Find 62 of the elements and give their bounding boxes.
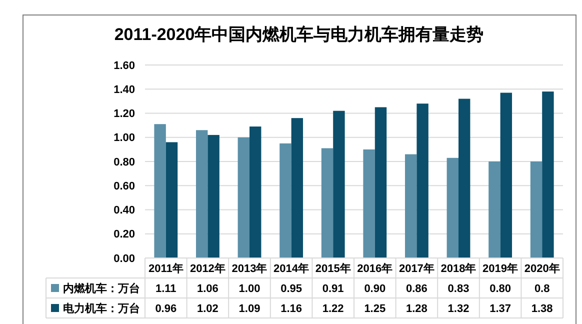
data-label: 1.06: [196, 282, 218, 295]
bar: [458, 98, 470, 258]
bar: [280, 143, 292, 258]
text: 1.20: [114, 108, 135, 120]
text: 1.40: [114, 84, 135, 96]
text: 0.60: [114, 180, 135, 192]
data-label: 1.00: [238, 282, 260, 295]
data-label: 0.96: [155, 302, 177, 315]
text: 0.80: [114, 156, 135, 168]
data-label: 0.90: [364, 282, 386, 295]
data-label: 0.83: [448, 282, 470, 295]
data-label: 1.16: [280, 302, 302, 315]
bar: [291, 118, 304, 258]
x-tick-label: 2015年: [315, 262, 351, 275]
data-label: 1.02: [196, 302, 218, 315]
text: 1.00: [114, 132, 135, 144]
x-tick-label: 2014年: [274, 262, 310, 275]
x-tick-label: 2019年: [482, 262, 518, 275]
bar: [208, 134, 220, 258]
chart-title: 2011-2020年中国内燃机车与电力机车拥有量走势: [114, 25, 484, 44]
bar: [542, 92, 554, 258]
x-tick-label: 2016年: [357, 262, 393, 275]
text: 0.20: [114, 228, 135, 241]
bar: [363, 149, 375, 258]
x-tick-label: 2013年: [232, 262, 268, 275]
x-tick-label: 2018年: [440, 262, 476, 275]
data-label: 0.8: [534, 282, 550, 295]
data-label: 1.22: [322, 302, 344, 315]
x-tick-label: 2020年: [524, 262, 560, 275]
bar: [333, 110, 345, 258]
bar: [488, 162, 500, 258]
x-tick-label: 2011年: [148, 262, 184, 275]
bar: [250, 126, 262, 258]
legend-label: 内燃机车：万台: [63, 282, 140, 295]
data-label: 1.09: [238, 302, 260, 315]
bar: [238, 137, 250, 258]
text: 0.00: [114, 252, 135, 265]
data-label: 0.91: [322, 282, 344, 295]
bar: [321, 148, 334, 258]
data-label: 1.37: [490, 302, 512, 315]
text: 0.40: [114, 204, 135, 217]
data-label: 1.28: [406, 302, 428, 315]
text: 1.60: [114, 60, 135, 72]
bar: [374, 107, 387, 258]
data-label: 0.86: [406, 282, 428, 295]
data-label: 0.80: [490, 282, 512, 295]
x-tick-label: 2017年: [398, 262, 434, 275]
legend-label: 电力机车：万台: [63, 302, 140, 315]
bar: [446, 158, 458, 258]
bar: [500, 92, 512, 258]
data-label: 1.38: [531, 302, 553, 315]
data-label: 0.95: [280, 282, 302, 295]
data-label: 1.11: [155, 282, 176, 295]
data-label: 1.32: [448, 302, 470, 315]
bar: [154, 124, 166, 258]
bar: [404, 154, 417, 258]
bar: [530, 162, 542, 258]
bar: [166, 142, 178, 258]
data-label: 1.25: [364, 302, 386, 315]
bar: [196, 130, 208, 258]
x-tick-label: 2012年: [190, 262, 226, 275]
bar: [416, 104, 428, 258]
